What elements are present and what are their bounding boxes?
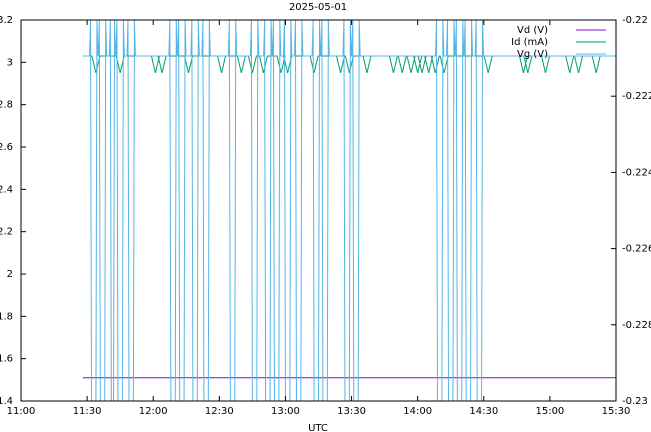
x-tick-label: 13:00: [271, 406, 300, 417]
y-tick-label: 2.4: [0, 184, 13, 195]
y2-tick-label: -0.22: [622, 15, 648, 26]
y-tick-label: 2: [7, 269, 13, 280]
legend-label: Vg (V): [517, 49, 548, 60]
y2-tick-label: -0.224: [622, 167, 651, 178]
x-tick-label: 12:30: [205, 406, 234, 417]
series-vg-line: [82, 19, 616, 402]
x-tick-label: 13:30: [337, 406, 366, 417]
plot-border: [20, 19, 617, 402]
x-tick-label: 11:00: [7, 406, 36, 417]
chart-title: 2025-05-01: [289, 2, 347, 13]
x-tick-label: 11:30: [73, 406, 102, 417]
x-tick-label: 14:00: [403, 406, 432, 417]
y-tick-label: 1.4: [0, 396, 13, 407]
y-tick-label: 2.2: [0, 227, 13, 238]
y-tick-label: 2.8: [0, 100, 13, 111]
y2-tick-label: -0.228: [622, 320, 651, 331]
y-tick-label: 1.6: [0, 354, 13, 365]
y-tick-label: 3.2: [0, 15, 13, 26]
legend-label: Id (mA): [511, 37, 548, 48]
x-tick-label: 12:00: [139, 406, 168, 417]
y2-tick-label: -0.226: [622, 244, 651, 255]
x-tick-label: 14:30: [469, 406, 498, 417]
legend: Vd (V)Id (mA)Vg (V): [511, 25, 606, 60]
y-tick-label: 3: [7, 57, 13, 68]
axes: 11:00 11:30 12:00 12:30 13:00 13:30 14:00 14:30…: [0, 15, 651, 417]
y-tick-label: 2.6: [0, 142, 13, 153]
x-tick-label: 15:30: [602, 406, 631, 417]
x-axis-label: UTC: [308, 423, 328, 432]
x-tick-label: 15:00: [535, 406, 564, 417]
y-tick-label: 1.8: [0, 311, 13, 322]
y2-tick-label: -0.23: [622, 396, 648, 407]
plot-area: [82, 19, 616, 402]
y2-tick-label: -0.222: [622, 91, 651, 102]
legend-label: Vd (V): [517, 25, 548, 36]
